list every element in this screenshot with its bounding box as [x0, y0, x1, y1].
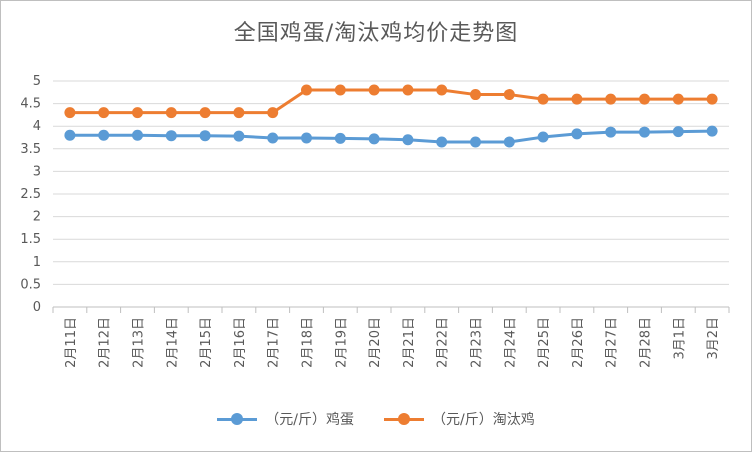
data-point-series-1 — [571, 93, 583, 105]
x-tick-label: 2月24日 — [503, 317, 518, 368]
x-tick-label: 2月20日 — [368, 317, 383, 368]
data-point-series-1 — [98, 107, 110, 119]
data-point-series-0 — [199, 130, 211, 142]
x-tick-label: 2月27日 — [605, 317, 620, 368]
data-point-series-1 — [132, 107, 143, 119]
legend-label-culled-hens: （元/斤）淘汰鸡 — [432, 412, 535, 428]
data-point-series-0 — [301, 132, 312, 144]
series-line-1 — [69, 88, 713, 115]
x-tick-label: 2月15日 — [199, 317, 214, 368]
y-tick-label: 5 — [33, 74, 41, 89]
x-tick-label: 2月25日 — [537, 317, 552, 368]
data-point-series-0 — [233, 130, 245, 142]
data-point-series-1 — [199, 107, 211, 119]
data-point-series-0 — [639, 126, 650, 138]
data-point-series-0 — [98, 129, 110, 141]
data-point-series-1 — [672, 93, 684, 105]
data-point-series-1 — [537, 93, 549, 105]
data-point-series-0 — [706, 125, 718, 137]
data-point-series-1 — [233, 107, 245, 119]
data-point-series-1 — [368, 84, 380, 96]
data-point-series-1 — [503, 89, 515, 101]
y-tick-label: 1.5 — [20, 232, 41, 247]
y-tick-label: 0 — [33, 300, 41, 315]
line-chart: 00.511.522.533.544.55 2月11日 2月12日 2月13日 2月1… — [20, 74, 730, 368]
legend-label-eggs: （元/斤）鸡蛋 — [265, 412, 354, 428]
legend-entry-culled-hens: （元/斤）淘汰鸡 — [384, 409, 535, 429]
x-tick-label: 2月14日 — [165, 317, 180, 368]
x-tick-label: 2月13日 — [132, 317, 147, 368]
data-point-series-0 — [267, 132, 279, 144]
y-tick-label: 1 — [33, 255, 41, 270]
data-point-series-1 — [639, 93, 650, 105]
y-tick-label: 4.5 — [20, 97, 41, 112]
y-tick-label: 3.5 — [20, 142, 41, 157]
x-tick-label: 2月11日 — [64, 317, 79, 368]
data-point-series-1 — [706, 93, 718, 105]
x-tick-label: 2月19日 — [334, 317, 349, 368]
x-tick-label: 2月22日 — [436, 317, 451, 368]
data-point-series-1 — [470, 89, 481, 101]
x-tick-label: 3月1日 — [672, 317, 687, 360]
legend-swatch-eggs — [217, 412, 258, 426]
x-tick-label: 2月16日 — [233, 317, 248, 368]
x-axis-tick-labels: 2月11日 2月12日 2月13日 2月14日 2月15日 2月16日 2月17日 2月18日… — [64, 317, 721, 368]
data-point-series-1 — [605, 93, 617, 105]
series-line-0 — [69, 129, 713, 144]
x-tick-label: 2月21日 — [402, 317, 417, 368]
y-axis-tick-labels: 0 0.5 1 1.5 2 2.5 3 3.5 4 4.5 5 — [20, 74, 41, 315]
data-point-series-1 — [402, 84, 414, 96]
data-point-series-0 — [537, 131, 549, 143]
x-tick-label: 2月26日 — [571, 317, 586, 368]
data-point-series-1 — [165, 107, 177, 119]
data-point-series-0 — [334, 132, 346, 144]
axes — [52, 306, 730, 313]
x-tick-label: 2月12日 — [98, 317, 113, 368]
x-tick-label: 2月18日 — [301, 317, 316, 368]
data-point-series-0 — [470, 136, 481, 148]
data-point-series-0 — [672, 126, 684, 138]
chart-title: 全国鸡蛋/淘汰鸡均价走势图 — [233, 21, 519, 46]
x-tick-label: 2月17日 — [267, 317, 282, 368]
x-tick-label: 2月23日 — [470, 317, 485, 368]
y-tick-label: 2.5 — [20, 187, 41, 202]
x-tick-label: 3月2日 — [706, 317, 721, 360]
data-point-series-0 — [503, 136, 515, 148]
data-point-series-1 — [64, 107, 76, 119]
data-point-series-1 — [267, 107, 279, 119]
data-point-series-0 — [132, 129, 143, 141]
data-point-series-1 — [334, 84, 346, 96]
grid-lines — [53, 80, 729, 285]
series — [64, 84, 718, 148]
legend-entry-eggs: （元/斤）鸡蛋 — [217, 409, 354, 429]
data-point-series-0 — [571, 128, 583, 140]
data-point-series-0 — [368, 133, 380, 145]
y-tick-label: 4 — [33, 119, 41, 134]
y-tick-label: 0.5 — [20, 277, 41, 292]
data-point-series-0 — [436, 136, 448, 148]
y-tick-label: 2 — [33, 210, 41, 225]
data-point-series-0 — [605, 126, 617, 138]
legend-swatch-culled-hens — [384, 412, 424, 426]
data-point-series-0 — [402, 134, 414, 146]
data-point-series-0 — [165, 130, 177, 142]
legend: （元/斤）鸡蛋 （元/斤）淘汰鸡 — [1, 409, 751, 429]
y-tick-label: 3 — [33, 164, 41, 179]
x-tick-label: 2月28日 — [639, 317, 654, 368]
data-point-series-0 — [64, 129, 76, 141]
data-point-series-1 — [436, 84, 448, 96]
data-point-series-1 — [301, 84, 312, 96]
